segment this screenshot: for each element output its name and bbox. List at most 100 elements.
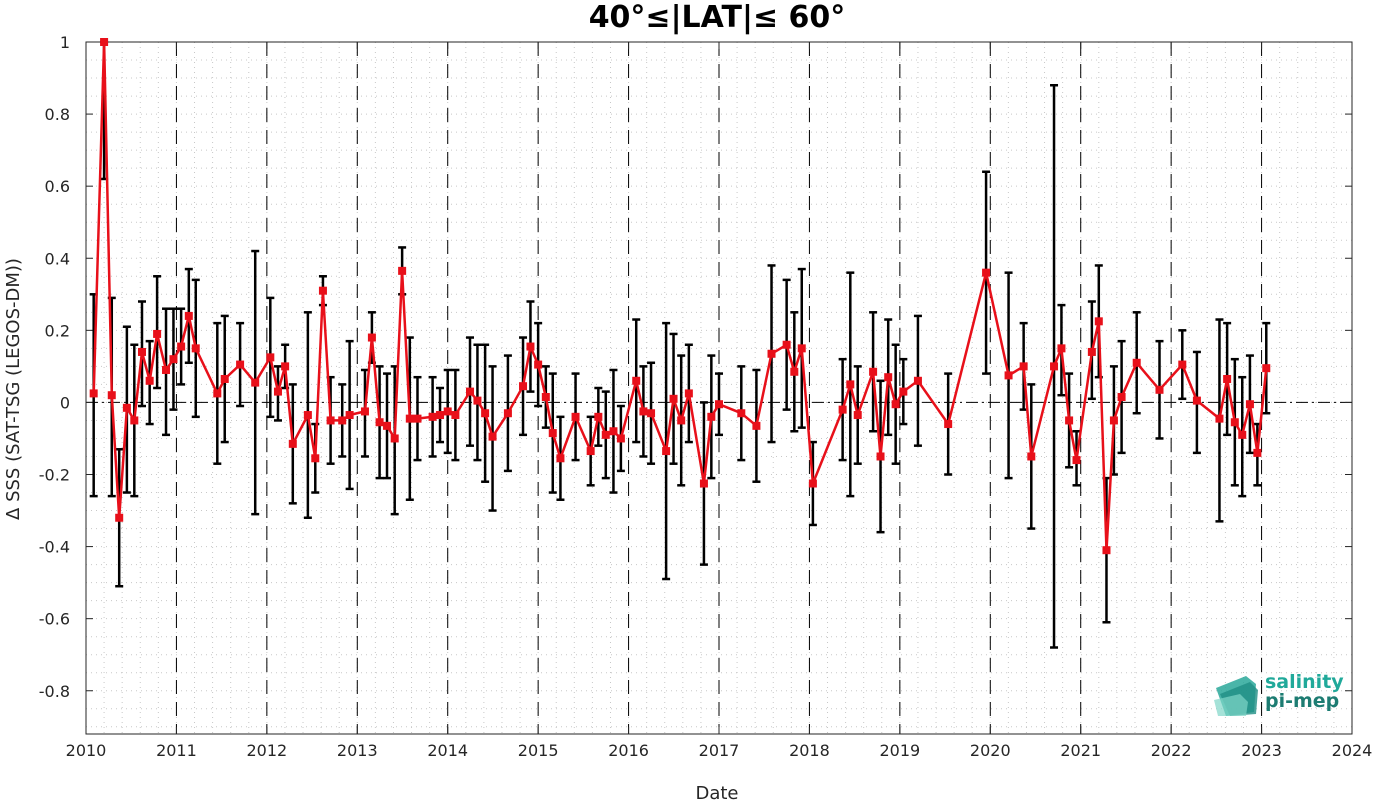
x-tick-label: 2014 [427, 741, 468, 760]
data-point-marker [1027, 452, 1036, 461]
data-point-marker [390, 434, 399, 443]
data-point-marker [797, 344, 806, 353]
data-point-marker [707, 412, 716, 421]
y-tick-label: -0.6 [39, 610, 70, 629]
data-point-marker [318, 286, 327, 295]
error-bars [89, 40, 1271, 649]
data-point-marker [303, 411, 312, 420]
axes: 2010 2011 2012 2013 2014 2015 2016 2017 2018 2019… [39, 33, 1373, 760]
data-point-marker [737, 409, 746, 418]
data-point-marker [677, 416, 686, 425]
data-point-marker [1132, 358, 1141, 367]
data-point-marker [869, 367, 878, 376]
data-point-marker [1253, 448, 1262, 457]
data-point-marker [647, 409, 656, 418]
data-point-marker [1065, 416, 1074, 425]
data-point-marker [405, 414, 414, 423]
data-point-marker [1262, 364, 1271, 373]
y-tick-label: 0.6 [45, 177, 70, 196]
data-point-marker [1192, 396, 1201, 405]
data-point-marker [662, 447, 671, 456]
salinity-pi-mep-logo: salinity pi-mep [1214, 671, 1344, 716]
data-point-marker [169, 355, 178, 364]
data-point-marker [699, 479, 708, 488]
y-tick-label: 1 [60, 33, 70, 52]
data-point-marker [137, 347, 146, 356]
data-point-marker [767, 349, 776, 358]
data-point-marker [177, 342, 186, 351]
data-point-marker [473, 396, 482, 405]
data-point-marker [375, 418, 384, 427]
data-point-marker [1094, 317, 1103, 326]
data-point-marker [107, 391, 116, 400]
y-tick-label: 0 [60, 393, 70, 412]
data-point-marker [982, 268, 991, 277]
data-point-marker [413, 414, 422, 423]
data-point-marker [338, 416, 347, 425]
x-tick-label: 2020 [970, 741, 1011, 760]
x-tick-label: 2010 [66, 741, 107, 760]
data-point-marker [548, 429, 557, 438]
data-point-marker [281, 362, 290, 371]
data-point-marker [639, 407, 648, 416]
x-tick-label: 2015 [518, 741, 559, 760]
data-point-marker [632, 376, 641, 385]
data-point-marker [428, 412, 437, 421]
data-point-marker [586, 447, 595, 456]
data-point-marker [853, 411, 862, 420]
data-point-marker [184, 311, 193, 320]
data-point-marker [519, 382, 528, 391]
data-point-marker [266, 353, 275, 362]
data-point-marker [884, 373, 893, 382]
x-tick-label: 2011 [156, 741, 197, 760]
data-point-marker [1223, 374, 1232, 383]
data-point-marker [846, 380, 855, 389]
data-point-marker [1178, 360, 1187, 369]
data-point-marker [752, 421, 761, 430]
data-point-marker [122, 403, 131, 412]
data-point-marker [594, 412, 603, 421]
data-point-marker [715, 400, 723, 409]
data-point-marker [383, 421, 392, 430]
data-point-marker [526, 342, 535, 351]
data-point-marker [191, 344, 200, 353]
data-point-marker [534, 360, 543, 369]
data-point-marker [236, 360, 245, 369]
data-point-marker [162, 365, 171, 374]
x-tick-label: 2021 [1060, 741, 1101, 760]
data-point-marker [213, 389, 222, 398]
chart-title: 40°≤|LAT|≤ 60° [589, 0, 846, 35]
data-point-marker [115, 513, 124, 522]
data-point-marker [1230, 418, 1239, 427]
series-line [92, 40, 1268, 552]
data-point-marker [838, 405, 847, 414]
data-point-marker [1057, 344, 1066, 353]
x-tick-label: 2013 [337, 741, 378, 760]
data-point-marker [1109, 416, 1118, 425]
y-axis-title: Δ SSS (SAT-TSG (LEGOS-DM)) [3, 258, 24, 520]
data-point-marker [1245, 400, 1254, 409]
data-point-marker [436, 411, 445, 420]
data-point-marker [541, 393, 550, 402]
x-axis-title: Date [695, 783, 738, 801]
y-tick-label: 0.2 [45, 321, 70, 340]
data-point-marker [808, 479, 817, 488]
series-line-path [92, 40, 1268, 552]
data-point-marker [1004, 371, 1013, 380]
x-tick-label: 2019 [879, 741, 920, 760]
data-point-marker [913, 376, 922, 385]
data-point-marker [360, 407, 369, 416]
data-point-marker [398, 266, 407, 275]
data-point-marker [326, 416, 335, 425]
data-point-marker [145, 376, 154, 385]
y-tick-label: -0.8 [39, 682, 70, 701]
data-point-marker [891, 400, 900, 409]
data-point-marker [451, 411, 460, 420]
data-point-marker [1050, 362, 1059, 371]
data-point-marker [153, 329, 162, 338]
logo-mark-icon [1214, 676, 1258, 716]
logo-text-pi-mep: pi-mep [1265, 690, 1339, 712]
data-point-marker [1102, 546, 1111, 555]
data-point-marker [601, 430, 610, 439]
data-point-marker [899, 387, 908, 396]
